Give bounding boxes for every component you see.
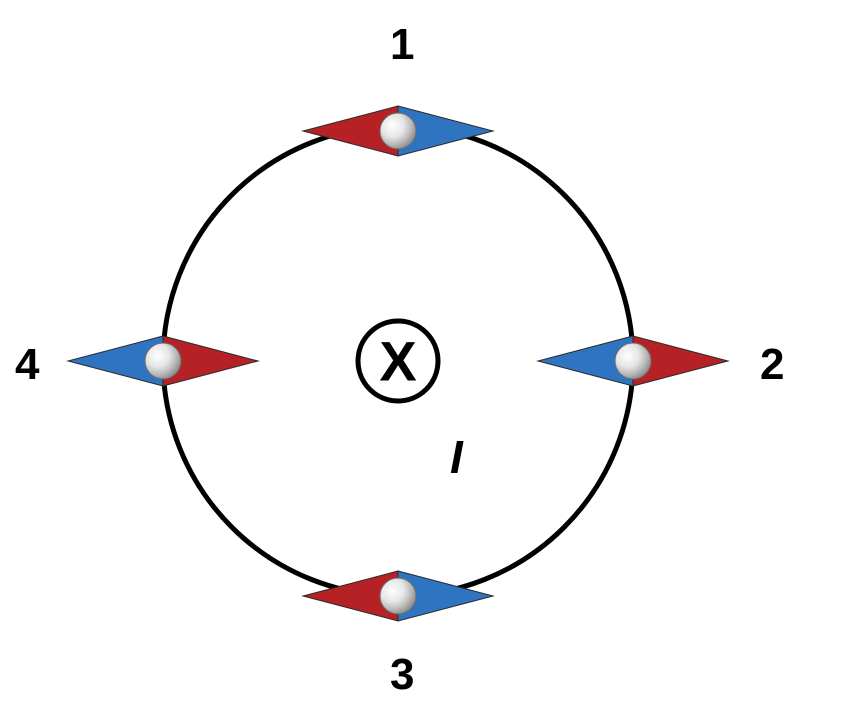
needle-hub-icon [145, 343, 181, 379]
compass-needle-4 [68, 336, 258, 386]
label-3: 3 [390, 650, 414, 700]
current-label: I [450, 430, 463, 484]
needle-hub-icon [380, 578, 416, 614]
label-1: 1 [390, 20, 414, 70]
diagram-stage: X 1 2 3 4 I [0, 0, 842, 723]
compass-needle-1 [303, 106, 493, 156]
compass-needle-2 [538, 336, 728, 386]
diagram-svg: X [0, 0, 842, 723]
needle-hub-icon [380, 113, 416, 149]
needle-hub-icon [615, 343, 651, 379]
label-4: 4 [15, 340, 39, 390]
compass-needle-3 [303, 571, 493, 621]
current-into-page-x-icon: X [379, 330, 416, 393]
label-2: 2 [760, 340, 784, 390]
